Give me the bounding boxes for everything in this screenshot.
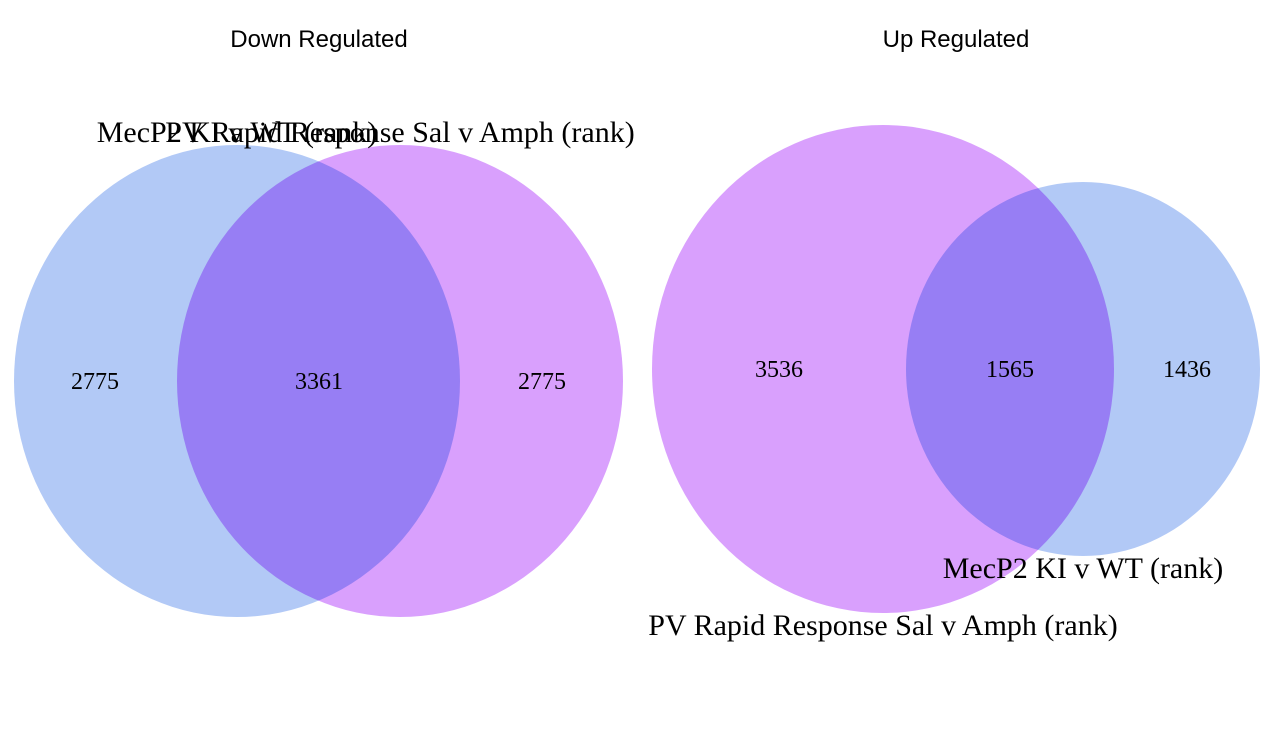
- set-label-pv-rapid-response: PV Rapid Response Sal v Amph (rank): [165, 116, 634, 149]
- count-only-mecp2: 1436: [1163, 357, 1211, 383]
- circle-mecp2: [906, 182, 1260, 556]
- set-label-mecp2: MecP2 KI v WT (rank): [97, 116, 378, 149]
- set-label-mecp2: MecP2 KI v WT (rank): [943, 552, 1224, 585]
- count-only-pv-rapid-response: 3536: [755, 357, 803, 383]
- count-only-pv-rapid-response: 2775: [518, 369, 566, 395]
- circle-pv-rapid-response: [177, 145, 623, 617]
- venn-down-regulated: Down Regulated MecP2 KI v WT (rank) PV R…: [14, 26, 635, 617]
- venn-up-regulated: Up Regulated MecP2 KI v WT (rank) PV Rap…: [648, 26, 1260, 642]
- venn-title: Down Regulated: [230, 26, 407, 53]
- count-only-mecp2: 2775: [71, 369, 119, 395]
- count-intersection: 3361: [295, 369, 343, 395]
- venn-title: Up Regulated: [883, 26, 1030, 53]
- count-intersection: 1565: [986, 357, 1034, 383]
- set-label-pv-rapid-response: PV Rapid Response Sal v Amph (rank): [648, 609, 1117, 642]
